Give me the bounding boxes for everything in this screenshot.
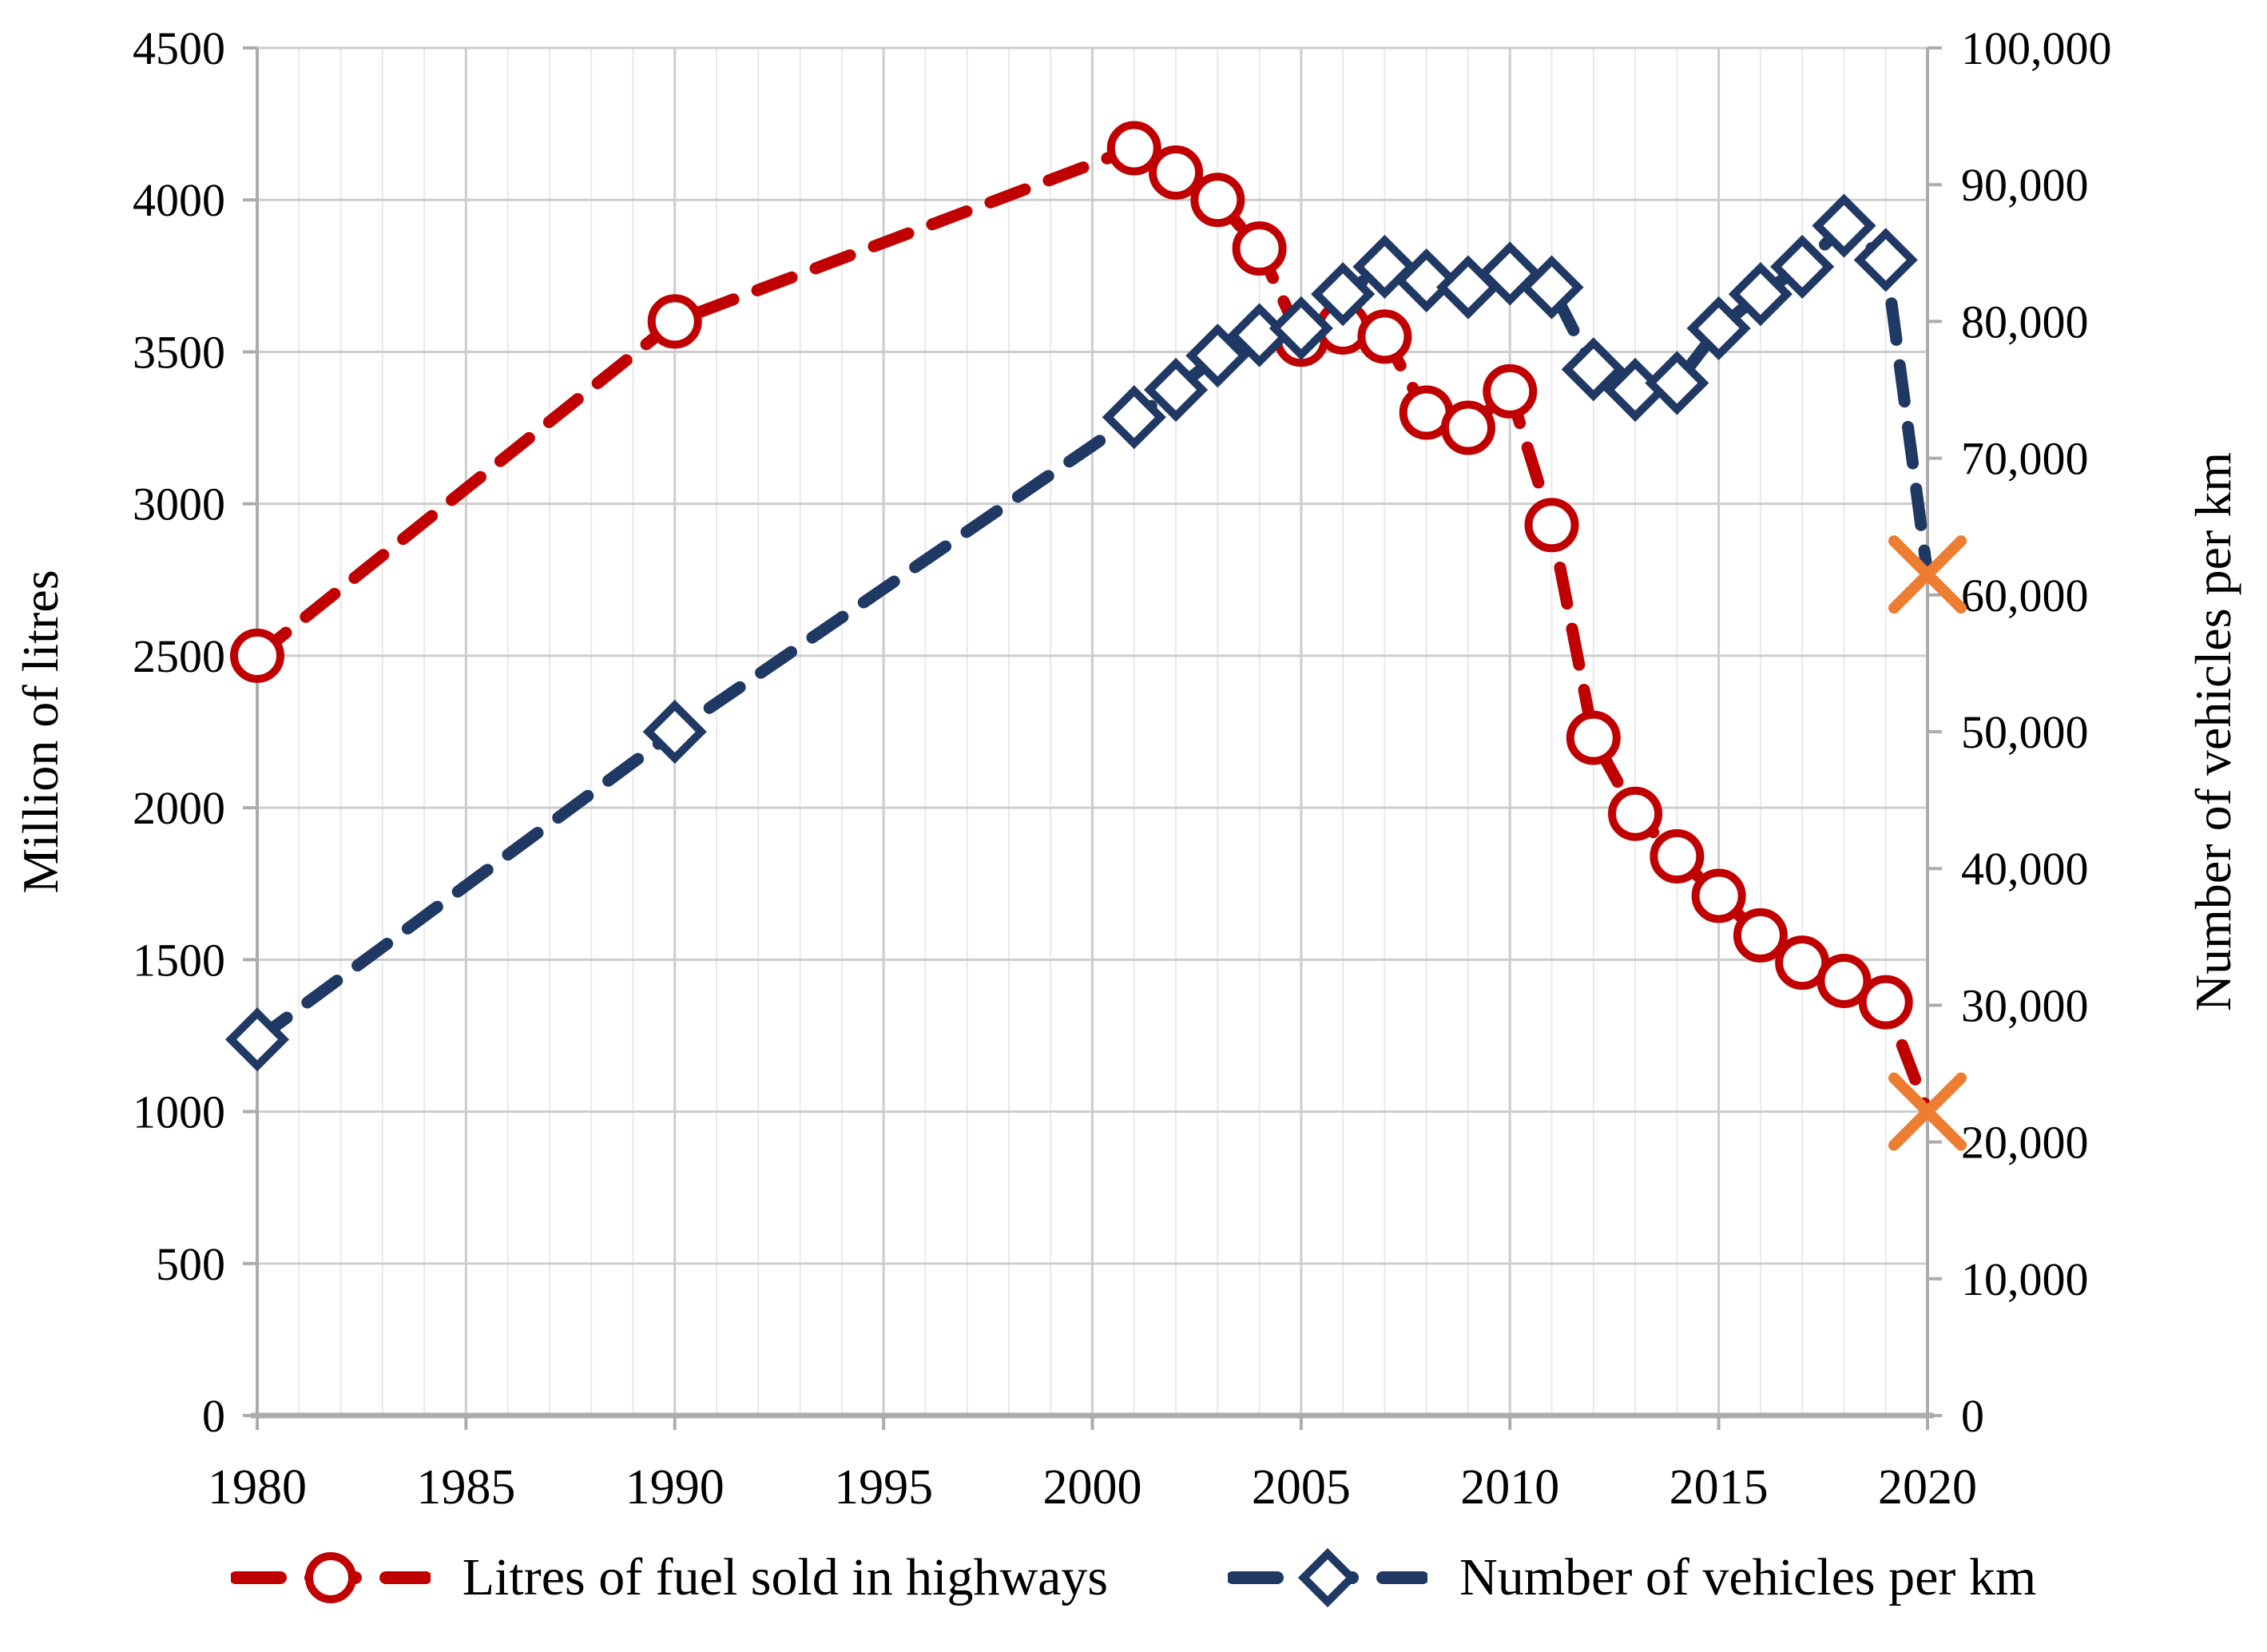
fuel-series-marker [1190,173,1245,228]
fuel-series-marker [647,294,702,349]
chart-legend: Litres of fuel sold in highways Number o… [0,1510,2267,1646]
vehicles-series-legend-marker [1228,1542,1428,1614]
fuel-series-marker [1566,710,1621,765]
y-left-tick-label: 3000 [133,479,225,530]
x-axis-tick-label: 1980 [208,1460,307,1515]
y-right-tick-label: 70,000 [1961,433,2089,485]
vehicles-series-marker [1102,385,1166,450]
fuel-series-legend-marker [230,1542,431,1614]
vehicles-series-line [251,220,1934,1046]
fuel-series-marker [1357,309,1412,364]
x-axis-tick-label: 2000 [1043,1460,1142,1515]
chart-canvas: 0 500 1000 1500 2000 2500 3000 3500 4000 4500 0 10,… [12,22,2241,1515]
vehicles-series-marker [642,699,707,764]
legend-item-fuel: Litres of fuel sold in highways [230,1542,1109,1614]
fuel-series-marker [1483,363,1538,419]
y-left-tick-label: 3500 [133,326,225,378]
vehicles-series-marker [1561,337,1626,402]
fuel-series-marker [1524,498,1579,553]
x-axis-tick-label: 1985 [416,1460,515,1515]
y-right-tick-label: 80,000 [1961,296,2089,347]
fuel-series-marker [230,628,284,683]
fuel-series-marker [1106,121,1161,176]
y-left-tick-label: 1500 [133,934,225,986]
y-left-tick-label: 2500 [133,630,225,682]
fuel-series-marker [1440,400,1495,455]
x-axis-tick-label: 1990 [625,1460,725,1515]
vehicles-series-marker [1812,193,1876,258]
y-right-tick-label: 0 [1961,1390,1984,1442]
vehicles-series-marker [1770,234,1835,299]
y-right-tick-label: 100,000 [1961,22,2112,74]
y-left-tick-label: 4000 [133,174,225,226]
highlight-x-marker [1888,1072,1967,1151]
diamond-legend-sample [1228,1547,1428,1608]
vehicles-series-marker [1352,234,1417,299]
vehicles-series-marker [1268,296,1333,361]
y-right-tick-label: 60,000 [1961,570,2089,621]
y-left-tick-label: 4500 [133,22,225,74]
fuel-series-legend-label: Litres of fuel sold in highways [462,1548,1109,1606]
vehicles-series-marker [1728,262,1793,327]
vehicles-series-marker [1143,357,1209,423]
fuel-series-marker [1816,953,1872,1008]
y-right-tick-label: 10,000 [1961,1253,2089,1305]
legend-item-vehicles: Number of vehicles per km [1228,1542,2036,1614]
fuel-series-marker [1733,907,1788,963]
vehicles-series-marker [1185,324,1250,388]
vehicles-series-marker [1519,255,1584,320]
highlight-x-marker [1888,535,1967,614]
y-right-tick-label: 90,000 [1961,159,2089,211]
y-left-tick-label: 2000 [133,782,225,834]
fuel-series-marker [1858,975,1913,1030]
y-left-axis-title: Million of litres [12,570,69,893]
y-right-axis-title: Number of vehicles per km [2185,452,2241,1011]
vehicles-series-marker [1311,262,1376,327]
fuel-series-marker [1232,221,1287,276]
vehicles-series-marker [1645,351,1709,415]
x-axis-tick-label: 1995 [834,1460,933,1515]
vehicles-series-legend-label: Number of vehicles per km [1459,1548,2037,1606]
vehicles-series-marker [1686,296,1751,361]
vehicles-series-marker [224,1007,290,1072]
y-left-tick-label: 500 [156,1238,225,1290]
y-right-tick-label: 20,000 [1961,1117,2089,1169]
y-right-tick-label: 50,000 [1961,706,2089,758]
x-axis-tick-label: 2010 [1460,1460,1559,1515]
fuel-series-marker [1149,145,1204,200]
fuel-series-marker [1608,786,1663,841]
fuel-series-marker [1650,828,1705,884]
vehicles-series-marker [1394,248,1459,313]
x-axis-tick-label: 2015 [1669,1460,1769,1515]
y-right-tick-label: 30,000 [1961,979,2089,1031]
y-right-tick-label: 40,000 [1961,843,2089,895]
y-left-tick-label: 1000 [133,1086,225,1138]
vehicles-series-marker [1853,228,1918,292]
fuel-series-marker [1691,868,1746,923]
x-axis-tick-label: 2020 [1878,1460,1977,1515]
x-axis-tick-label: 2005 [1252,1460,1351,1515]
y-left-tick-label: 0 [202,1390,225,1442]
circle-legend-sample [230,1552,431,1603]
